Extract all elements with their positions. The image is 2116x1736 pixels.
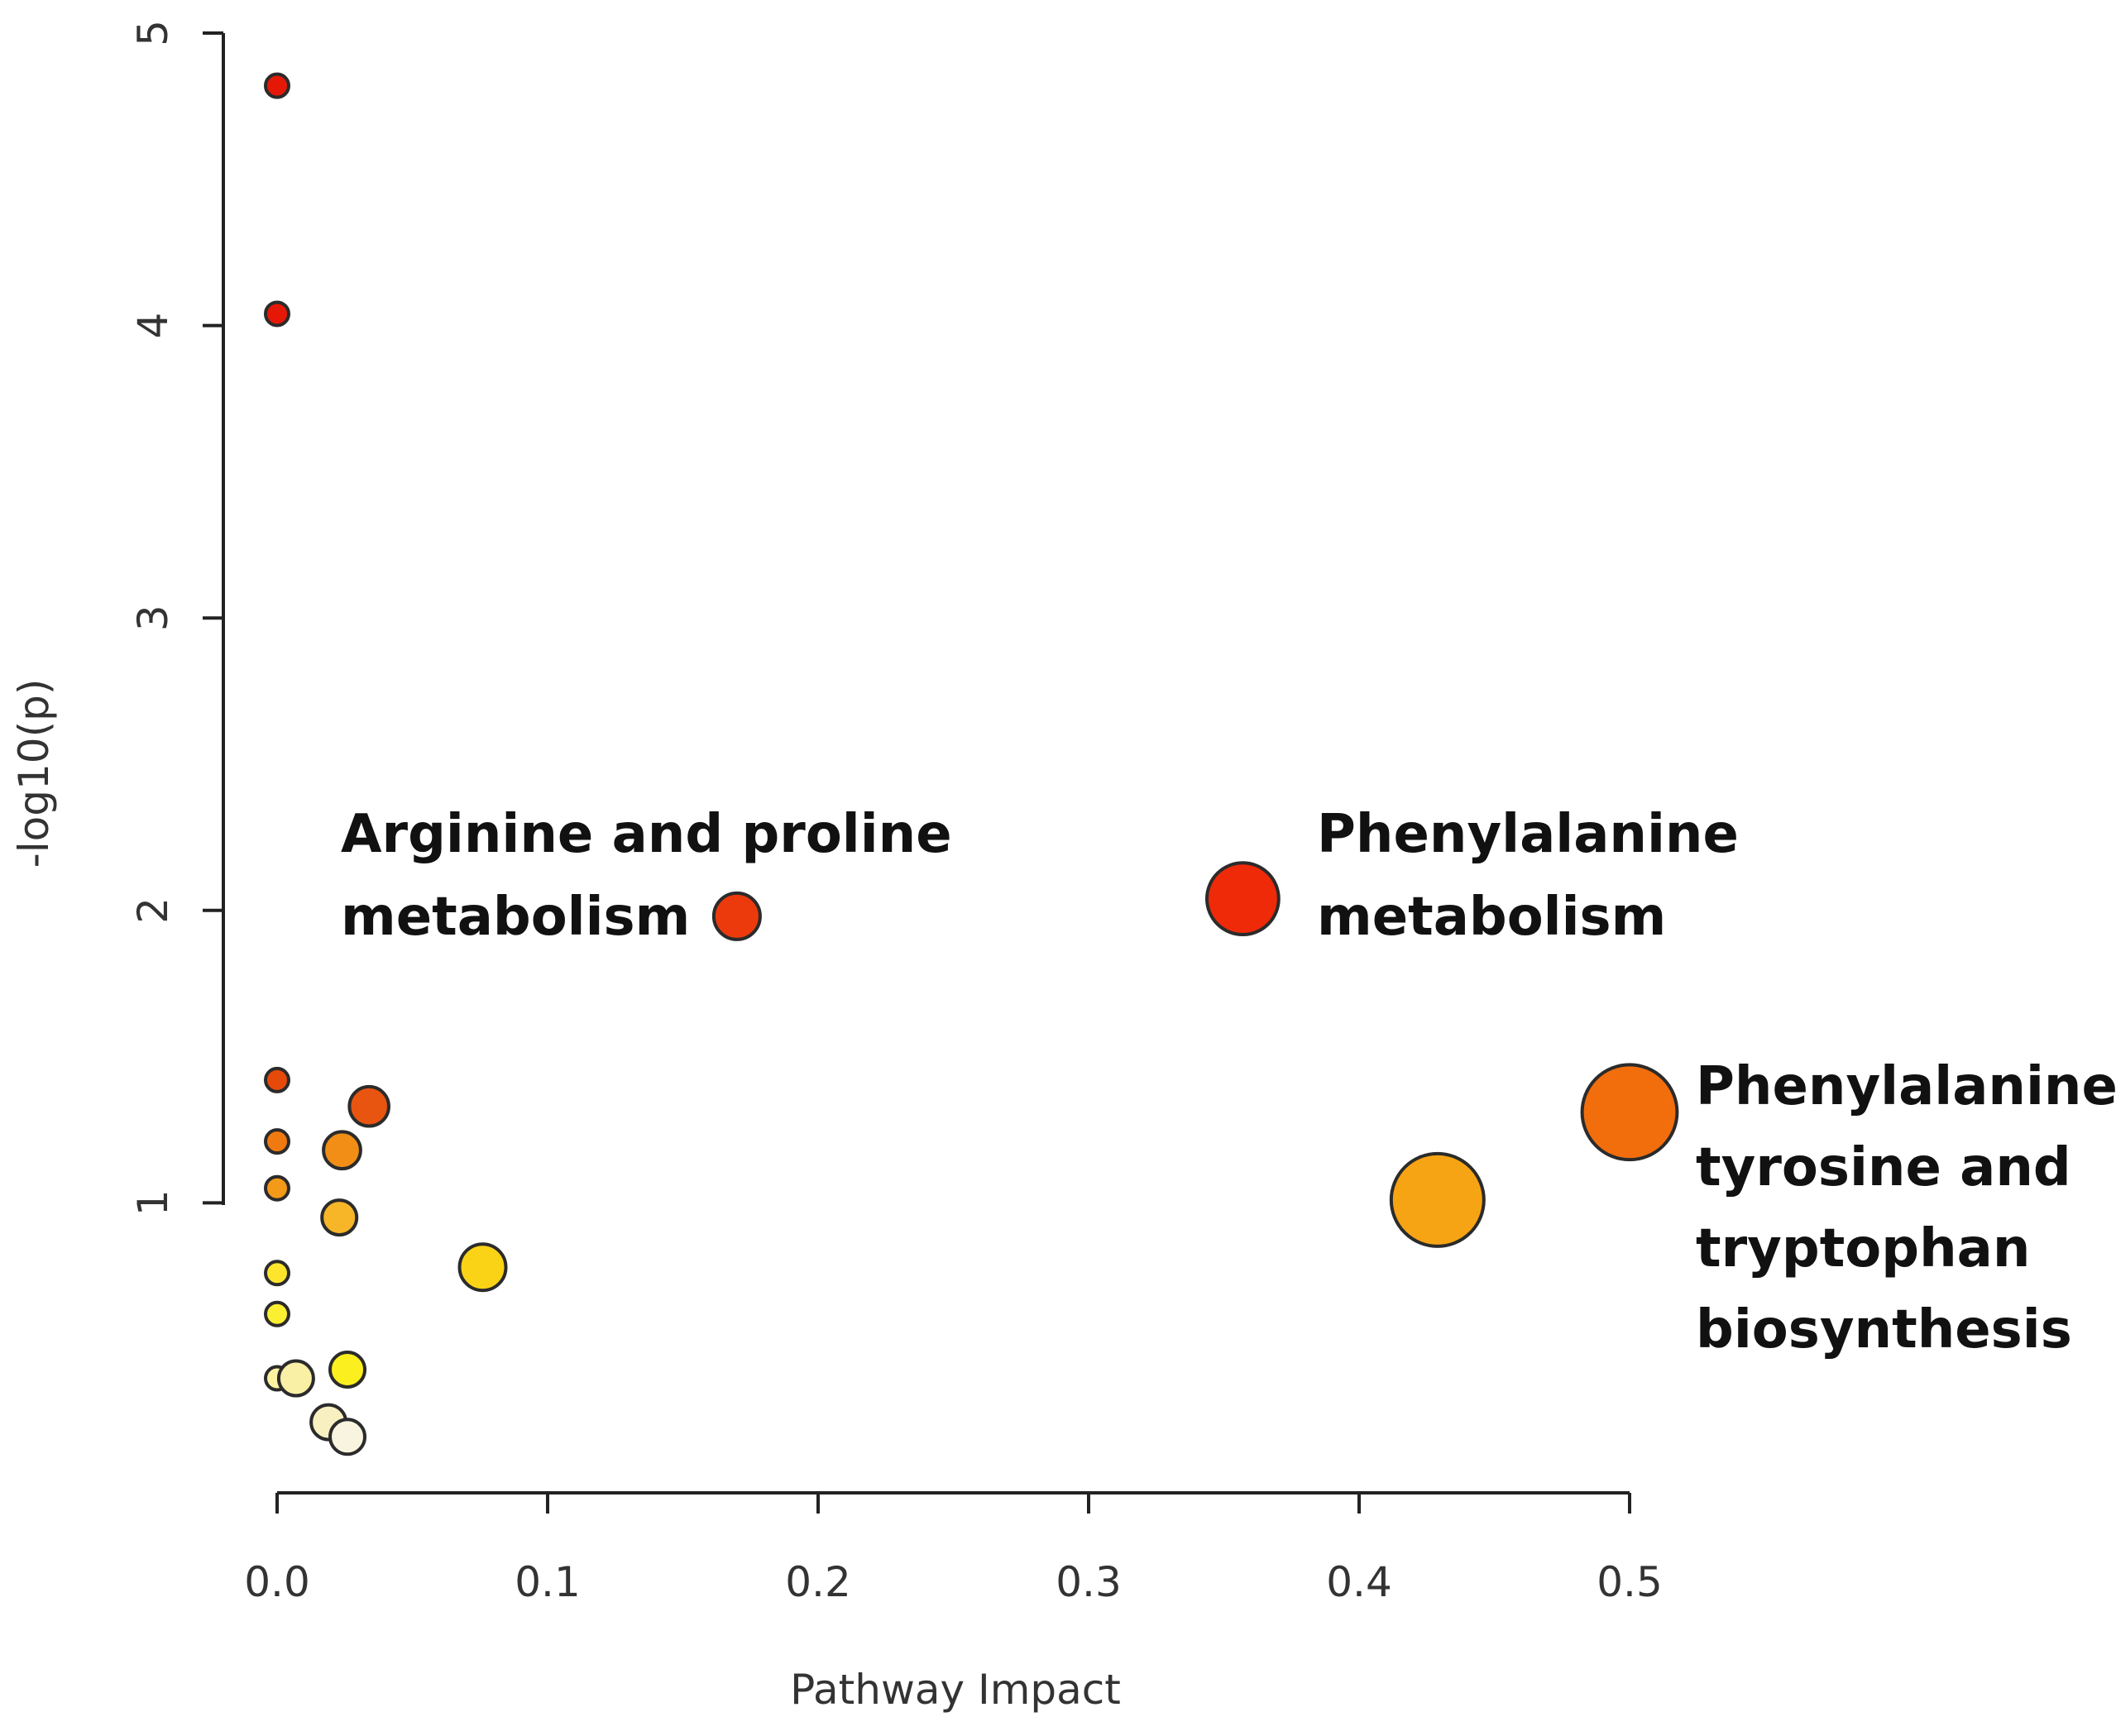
annotation-line-1-1: metabolism	[1317, 887, 1666, 948]
bubbles	[264, 72, 1679, 1456]
bubble-12	[320, 1198, 359, 1237]
bubble-19	[1580, 1063, 1679, 1162]
x-tick-label-0: 0.0	[244, 1558, 310, 1606]
x-tick-label-1: 0.1	[515, 1558, 581, 1606]
annotation-line-2-0: Phenylalanine,	[1696, 1056, 2116, 1117]
bubble-14	[347, 1084, 390, 1128]
bubble-11	[328, 1350, 367, 1389]
annotation-label-0: Arginine and proline metabolism	[341, 804, 952, 948]
annotation-line-2-2: tryptophan	[1696, 1218, 2030, 1279]
bubble-13	[322, 1130, 362, 1171]
y-tick-label-4: 5	[129, 20, 177, 46]
bubble-16	[711, 891, 762, 941]
y-ticks: 1 2 3 4 5	[129, 20, 223, 1216]
y-tick-label-1: 2	[129, 897, 177, 924]
bubble-0	[264, 72, 290, 99]
x-tick-label-3: 0.3	[1056, 1558, 1122, 1606]
annotation-label-2: Phenylalanine, tyrosine and tryptophan bios…	[1696, 1056, 2116, 1361]
x-tick-label-4: 0.4	[1326, 1558, 1392, 1606]
annotation-line-0-0: Arginine and proline	[341, 804, 952, 865]
bubble-18	[1389, 1151, 1486, 1248]
bubble-6	[264, 1300, 290, 1327]
annotation-line-2-3: biosynthesis	[1696, 1299, 2072, 1361]
x-tick-label-2: 0.2	[785, 1558, 851, 1606]
bubble-2	[264, 1066, 290, 1093]
y-axis-title: -log10(p)	[10, 679, 58, 868]
bubble-5	[264, 1260, 290, 1287]
bubble-8	[276, 1359, 315, 1398]
bubble-3	[264, 1128, 290, 1155]
y-tick-label-0: 1	[129, 1189, 177, 1216]
annotations: Arginine and proline metabolismPhenylalan…	[341, 804, 2116, 1361]
annotation-label-1: Phenylalanine metabolism	[1317, 804, 1739, 948]
annotation-line-1-0: Phenylalanine	[1317, 804, 1739, 865]
bubble-10	[328, 1418, 367, 1456]
bubble-15	[457, 1242, 508, 1293]
bubble-1	[264, 300, 290, 328]
axes	[222, 33, 1630, 1494]
x-tick-label-5: 0.5	[1597, 1558, 1663, 1606]
annotation-line-2-1: tyrosine and	[1696, 1137, 2071, 1198]
bubble-17	[1204, 861, 1281, 937]
x-ticks: 0.0 0.1 0.2 0.3 0.4 0.5	[244, 1493, 1663, 1606]
y-tick-label-2: 3	[129, 605, 177, 631]
annotation-line-0-1: metabolism	[341, 887, 690, 948]
y-tick-label-3: 4	[129, 313, 177, 339]
x-axis-title: Pathway Impact	[790, 1666, 1121, 1714]
bubble-4	[264, 1174, 290, 1202]
